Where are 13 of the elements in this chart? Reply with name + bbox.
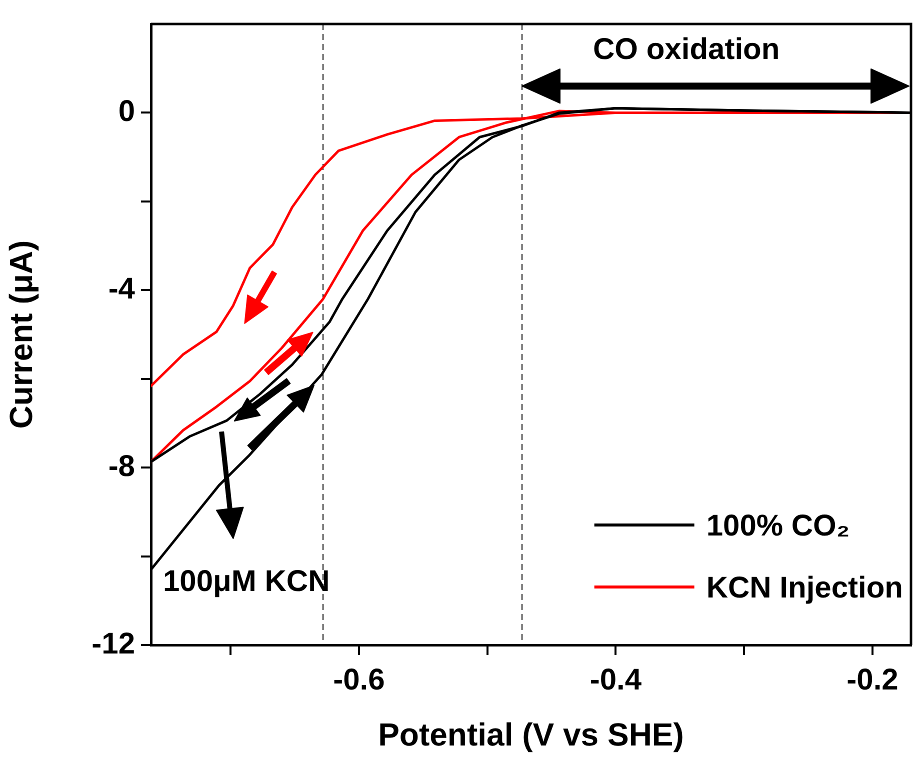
x-axis-title: Potential (V vs SHE) <box>378 716 684 753</box>
annotation: CO oxidation <box>593 32 780 66</box>
legend-label: KCN Injection <box>706 571 903 604</box>
x-tick-label: -0.6 <box>333 663 385 696</box>
legend-label: 100% CO₂ <box>706 509 850 542</box>
x-tick-label: -0.4 <box>590 663 642 696</box>
y-tick-label: -8 <box>108 450 135 483</box>
y-tick-label: -12 <box>92 627 135 660</box>
annotation: 100μM KCN <box>163 565 330 598</box>
y-tick-label: 0 <box>118 94 135 128</box>
x-tick-label: -0.2 <box>846 663 898 696</box>
y-axis-title: Current (μA) <box>3 240 40 429</box>
y-tick-label: -4 <box>108 272 136 306</box>
